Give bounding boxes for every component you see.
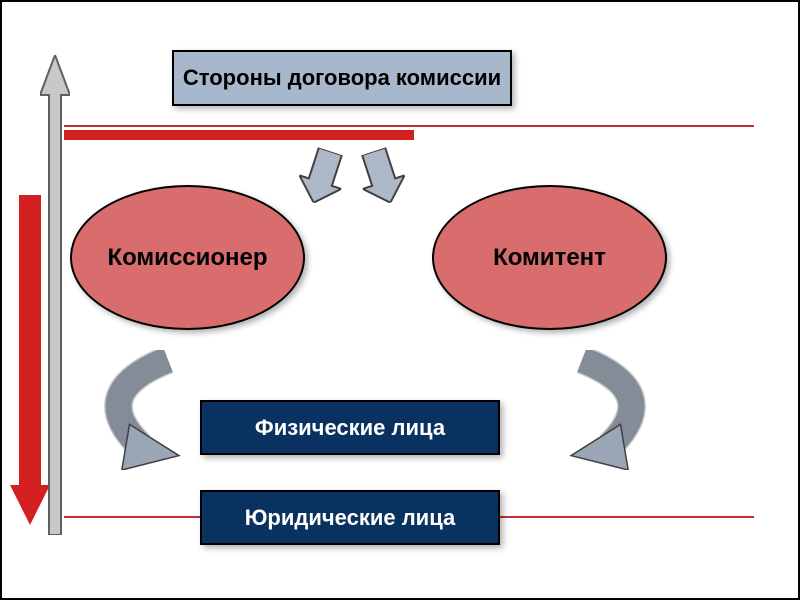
curved-arrow-right-icon bbox=[560, 350, 670, 470]
curved-arrow-left-icon bbox=[80, 350, 190, 470]
ellipse-label: Комиссионер bbox=[107, 244, 267, 272]
title-text: Стороны договора комиссии bbox=[183, 65, 501, 91]
divider-line-top bbox=[64, 125, 754, 127]
ellipse-label: Комитент bbox=[493, 244, 606, 272]
rect-physical: Физические лица bbox=[200, 400, 500, 455]
title-underline-bar bbox=[64, 130, 414, 140]
rect-label: Юридические лица bbox=[245, 505, 456, 531]
rect-label: Физические лица bbox=[255, 415, 445, 441]
grey-up-arrow-icon bbox=[40, 55, 70, 535]
rect-juridical: Юридические лица bbox=[200, 490, 500, 545]
title-box: Стороны договора комиссии bbox=[172, 50, 512, 106]
ellipse-komitent: Комитент bbox=[432, 185, 667, 330]
ellipse-komissioner: Комиссионер bbox=[70, 185, 305, 330]
